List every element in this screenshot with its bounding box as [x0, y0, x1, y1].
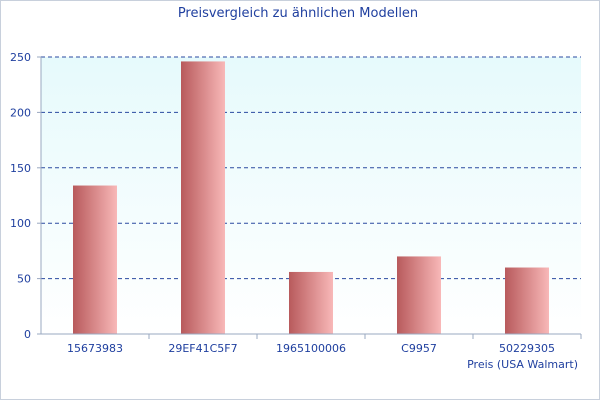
- y-axis-ticks: 0 50 100 150 200 250: [10, 51, 41, 341]
- y-tick-label: 250: [10, 51, 31, 64]
- x-axis-ticks: 15673983 29EF41C5F7 1965100006 C9957 5022930…: [67, 334, 582, 355]
- y-tick-label: 100: [10, 217, 31, 230]
- chart-title: Preisvergleich zu ähnlichen Modellen: [178, 6, 418, 21]
- bar-1965100006: [289, 271, 333, 334]
- y-tick-label: 200: [10, 106, 31, 119]
- bar-C9957: [397, 256, 441, 334]
- x-tick-label: 1965100006: [276, 342, 346, 355]
- y-tick-label: 0: [24, 328, 31, 341]
- x-tick-label: 15673983: [67, 342, 123, 355]
- gridlines: [41, 56, 581, 280]
- x-tick-label: 29EF41C5F7: [168, 342, 237, 355]
- bar-50229305: [505, 267, 549, 334]
- bar-29EF41C5F7: [181, 61, 225, 334]
- x-tick-label: C9957: [401, 342, 437, 355]
- x-axis-title: Preis (USA Walmart): [467, 358, 578, 371]
- bars: [73, 61, 549, 334]
- y-tick-label: 50: [17, 273, 31, 286]
- y-tick-label: 150: [10, 162, 31, 175]
- bar-15673983: [73, 185, 117, 334]
- x-tick-label: 50229305: [499, 342, 555, 355]
